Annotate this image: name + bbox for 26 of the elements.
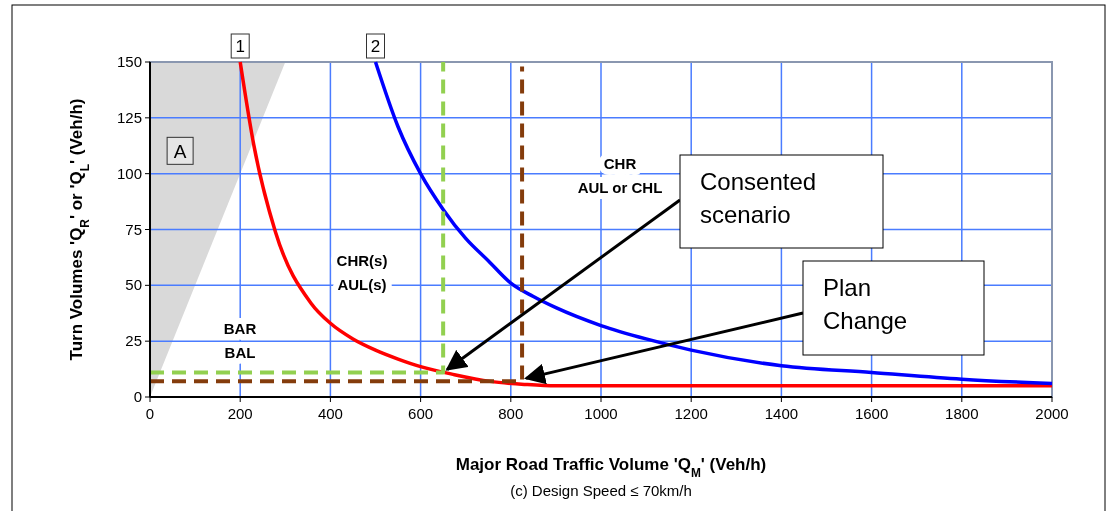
x-tick-label: 0: [145, 405, 155, 422]
x-tick-label: 600: [408, 405, 434, 422]
y-tick-label: 0: [133, 388, 142, 405]
y-tick-label: 50: [125, 276, 142, 294]
y-tick-label: 125: [116, 108, 142, 126]
annotation: Plan Change: [823, 274, 908, 334]
annotation: 1: [235, 37, 245, 56]
x-tick-label: 1800: [945, 405, 979, 422]
x-tick-label: 800: [498, 405, 524, 422]
y-tick-label: 150: [116, 53, 142, 70]
y-tick-label: 25: [125, 332, 142, 350]
x-tick-label: 2000: [1035, 405, 1069, 422]
x-axis-title: Major Road Traffic Volume 'Q$_{M}$' (Veh/h): [455, 455, 767, 480]
annotation: Consented scenario: [700, 168, 817, 228]
x-tick-label: 1000: [584, 405, 618, 422]
annotation: A: [173, 141, 187, 163]
x-tick-label: 1200: [674, 405, 708, 422]
x-tick-label: 400: [317, 405, 343, 422]
x-tick-label: 200: [227, 405, 253, 422]
text: (c) Design Speed ≤ 70km/h: [510, 482, 692, 499]
x-tick-label: 1600: [854, 405, 889, 422]
y-tick-label: 100: [116, 164, 142, 182]
y-tick-label: 75: [125, 220, 142, 238]
annotation: 2: [370, 37, 381, 56]
x-tick-label: 1400: [764, 405, 799, 422]
annotation: CHR AUL or CHL: [577, 155, 663, 196]
